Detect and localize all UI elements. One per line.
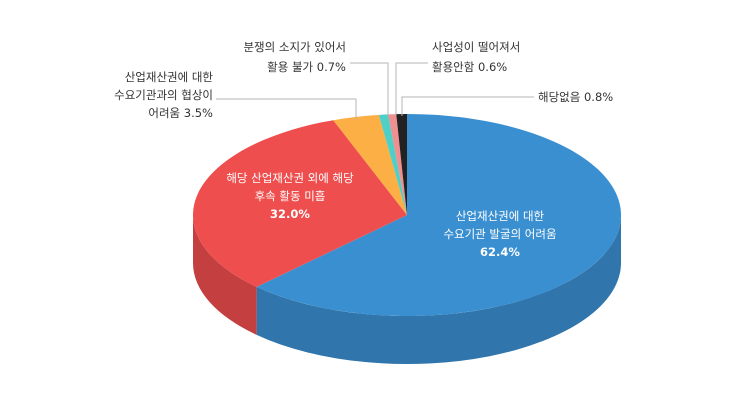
slice-label-line: 후속 활동 미흡 [255, 189, 326, 203]
leader-lines [216, 62, 534, 120]
slice-label-line: 산업재산권에 대한 [456, 209, 545, 223]
leader-line-3 [350, 62, 389, 116]
slice-0 [256, 114, 621, 317]
leader-line-2 [216, 98, 357, 120]
slice-label-line: 분쟁의 소지가 있어서 [243, 40, 346, 54]
slice-label-line: 32.0% [270, 207, 310, 221]
slice-3 [378, 114, 407, 215]
slice-side-1-0 [193, 215, 257, 335]
slice-label-line: 수요기관과의 협상이 [114, 88, 213, 102]
slice-label-line: 수요기관 발굴의 어려움 [443, 227, 556, 241]
slice-label-line: 해당 산업재산권 외에 해당 [226, 171, 354, 185]
slice-label-line: 활용 불가 0.7% [267, 60, 346, 74]
slice-label-5: 해당없음 0.8% [538, 90, 613, 104]
slice-5 [396, 114, 407, 215]
slice-label-line: 어려움 3.5% [148, 106, 213, 120]
slice-4 [388, 114, 407, 215]
slice-label-line: 해당없음 0.8% [538, 90, 613, 104]
slice-label-line: 62.4% [480, 245, 520, 259]
pie-sides [193, 215, 621, 365]
pie-slices [192, 114, 621, 317]
slice-label-line: 활용안함 0.6% [432, 60, 507, 74]
slice-side-0-0 [256, 215, 621, 365]
slice-1 [192, 120, 407, 287]
slice-label-line: 사업성이 떨어져서 [432, 40, 520, 54]
leader-line-5 [401, 96, 534, 116]
slice-label-line: 산업재산권에 대한 [125, 70, 214, 84]
leader-line-4 [395, 62, 428, 116]
slice-2 [333, 114, 407, 215]
